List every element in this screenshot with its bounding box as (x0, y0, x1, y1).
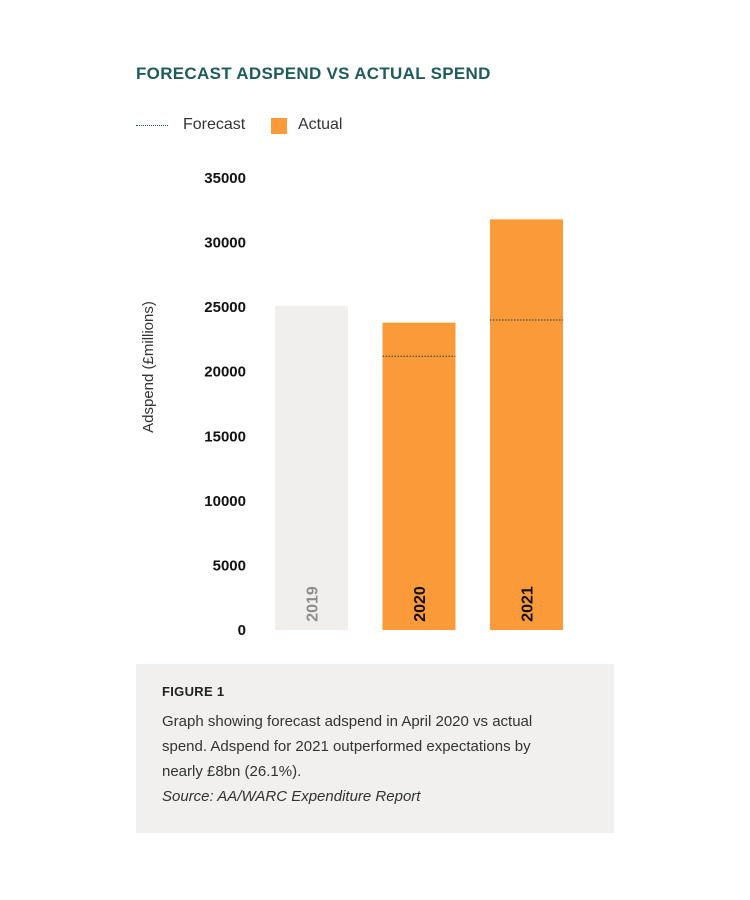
y-tick-label: 25000 (204, 299, 246, 316)
y-tick-label: 10000 (204, 493, 246, 510)
caption-body: Graph showing forecast adspend in April … (162, 713, 533, 780)
caption-heading: FIGURE 1 (162, 684, 225, 699)
bar-2020 (382, 322, 456, 630)
y-axis-label: Adspend (£millions) (140, 301, 157, 433)
y-tick-label: 5000 (213, 557, 246, 574)
y-tick-label: 35000 (204, 170, 246, 187)
legend-label-forecast: Forecast (183, 116, 246, 133)
bar-label-2019: 2019 (305, 586, 322, 622)
bar-chart: 0 5000 10000 15000 20000 25000 30000 35000 Adspe… (140, 170, 563, 639)
bar-2019 (275, 305, 348, 630)
caption-source: Source: AA/WARC Expenditure Report (162, 788, 421, 805)
y-tick-label: 15000 (204, 428, 246, 445)
y-tick-label: 0 (238, 622, 246, 639)
actual-legend-swatch (271, 118, 287, 134)
chart-title: FORECAST ADSPEND VS ACTUAL SPEND (136, 64, 491, 83)
y-tick-label: 30000 (204, 235, 246, 252)
forecast-legend-swatch (136, 125, 168, 126)
y-tick-label: 20000 (204, 364, 246, 381)
bar-label-2020: 2020 (412, 586, 429, 622)
bar-label-2021: 2021 (520, 586, 537, 622)
legend-label-actual: Actual (298, 116, 343, 133)
bar-2021 (490, 219, 563, 630)
figure-caption-box: FIGURE 1 Graph showing forecast adspend … (136, 664, 614, 833)
